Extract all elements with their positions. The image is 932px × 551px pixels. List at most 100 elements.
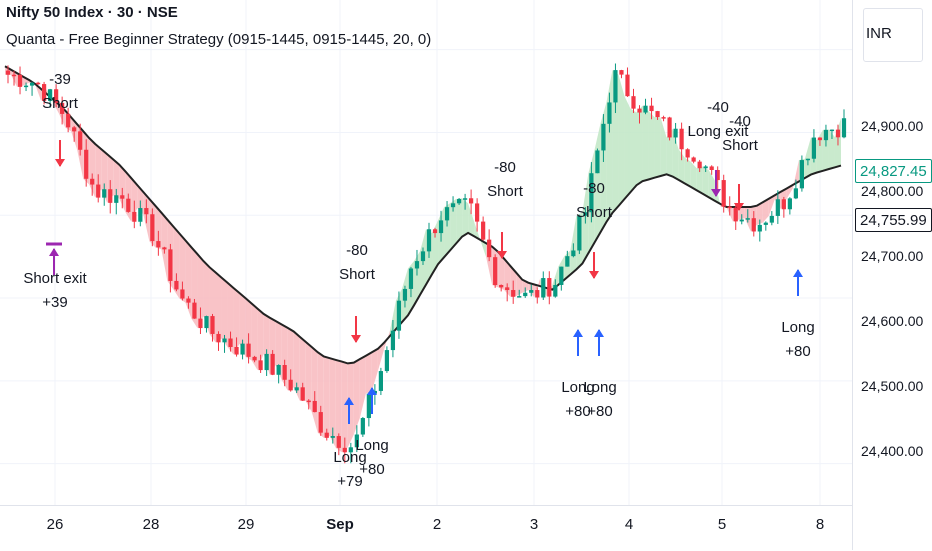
fill-segment: [702, 166, 709, 198]
chart-legend: Nifty 50 Index · 30 · NSE Quanta - Free …: [6, 4, 431, 48]
candle-body: [763, 222, 768, 225]
candle-body: [637, 108, 642, 113]
candle-body: [438, 220, 444, 234]
currency-label[interactable]: INR: [863, 8, 923, 62]
candle-body: [138, 208, 143, 222]
candle-body: [96, 184, 101, 198]
long-exit-arrow-head: [711, 189, 721, 197]
signal-label: -80: [494, 159, 516, 176]
candle-body: [78, 131, 83, 150]
signal-label: Short: [339, 266, 376, 283]
candles: [5, 63, 847, 464]
price-tick: 24,900.00: [861, 118, 924, 134]
signal-label: Long: [333, 449, 366, 466]
signal-label: -80: [346, 242, 368, 259]
fill-segment: [287, 327, 294, 391]
candle-body: [505, 287, 510, 291]
candle-body: [11, 74, 17, 77]
fill-segment: [708, 169, 715, 201]
candle-body: [300, 387, 305, 401]
candle-body: [108, 189, 113, 203]
candle-body: [517, 296, 522, 298]
fill-segment: [341, 361, 348, 453]
candle-body: [162, 247, 167, 250]
candle-body: [493, 257, 498, 286]
candle-body: [781, 199, 786, 210]
short-arrow-head: [55, 159, 65, 167]
fill-segment: [377, 342, 384, 372]
candle-body: [342, 447, 347, 453]
candle-body: [643, 105, 648, 113]
ma-price-tag: 24,755.99: [855, 208, 932, 232]
fill-segment: [131, 178, 138, 222]
candle-body: [727, 206, 732, 209]
candle-body: [264, 353, 269, 371]
candle-body: [787, 198, 792, 210]
time-tick: 3: [529, 516, 539, 533]
candle-body: [240, 343, 245, 355]
candle-body: [48, 89, 53, 101]
fill-segment: [227, 282, 234, 355]
candle-body: [114, 195, 119, 203]
candle-body: [751, 218, 756, 232]
candle-body: [204, 316, 209, 329]
candle-body: [469, 198, 474, 204]
candle-body: [5, 70, 11, 75]
candle-body: [318, 412, 323, 433]
short-arrow-head: [734, 203, 744, 211]
price-scale[interactable]: INR 24,900.00 24,800.00 24,700.00 24,600…: [852, 0, 932, 550]
candle-body: [583, 212, 588, 216]
symbol-title[interactable]: Nifty 50 Index · 30 · NSE: [6, 4, 178, 21]
signal-label: -80: [583, 180, 605, 197]
indicator-title[interactable]: Quanta - Free Beginner Strategy (0915-14…: [6, 31, 432, 48]
candle-body: [481, 221, 486, 240]
candle-body: [17, 74, 23, 87]
candle-body: [625, 74, 630, 97]
candle-body: [450, 203, 456, 208]
gridlines: [0, 0, 852, 505]
signal-label: Long exit: [688, 123, 750, 140]
time-tick: 26: [46, 516, 64, 533]
fill-segment: [648, 111, 655, 180]
candle-body: [420, 251, 426, 262]
candle-body: [186, 298, 191, 303]
fill-segment: [215, 272, 222, 343]
candle-body: [565, 256, 570, 267]
candle-body: [288, 379, 293, 391]
fill-segment: [636, 105, 643, 186]
time-tick: 2: [432, 516, 442, 533]
candle-body: [529, 290, 534, 293]
candle-body: [685, 149, 690, 158]
fill-segment: [173, 226, 180, 299]
chart-area[interactable]: -39 Short Short exit +39 Long +79 Long +80 -80 Sh…: [0, 0, 852, 505]
fill-segment: [197, 254, 204, 329]
fill-segment: [335, 359, 342, 453]
candle-body: [811, 137, 817, 159]
candle-body: [619, 70, 624, 75]
fill-segment: [203, 261, 210, 334]
candle-body: [799, 160, 804, 189]
candle-body: [523, 292, 528, 297]
candle-body: [252, 356, 257, 361]
fill-segment: [359, 355, 366, 419]
signal-label: +80: [587, 403, 612, 420]
fill-segment: [365, 352, 372, 394]
fill-segment: [762, 198, 769, 223]
candle-body: [607, 102, 612, 124]
candle-body: [378, 371, 383, 391]
fill-segment: [672, 128, 679, 180]
fill-segment: [462, 198, 469, 237]
moving-average-line: [4, 65, 842, 365]
candle-body: [150, 214, 155, 242]
time-tick: 4: [624, 516, 634, 533]
candle-body: [180, 289, 185, 299]
candle-body: [228, 338, 233, 347]
short-arrow-head: [351, 335, 361, 343]
candle-body: [324, 432, 329, 438]
candle-body: [577, 215, 582, 251]
signal-label: +39: [42, 294, 67, 311]
fill-segment: [498, 251, 505, 291]
fill-segment: [660, 117, 667, 176]
time-scale[interactable]: 26 28 29 Sep 2 3 4 5 8: [0, 505, 852, 551]
